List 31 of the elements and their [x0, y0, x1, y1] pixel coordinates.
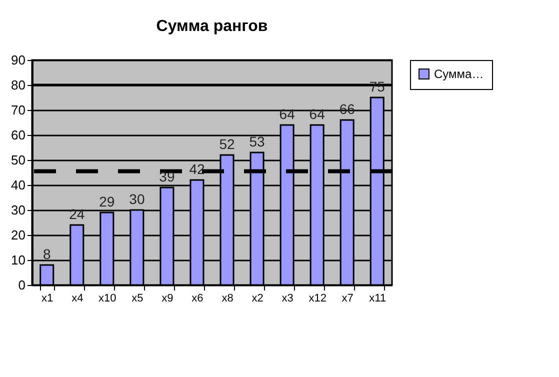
chart-title: Сумма рангов — [156, 18, 268, 35]
x-tick-label: x11 — [369, 292, 386, 304]
x-tick-label: x5 — [132, 292, 144, 304]
y-tick-label: 10 — [11, 252, 26, 268]
x-tick-label: x1 — [42, 292, 54, 304]
data-label: 53 — [249, 134, 266, 150]
x-tick-label: x9 — [162, 292, 174, 304]
data-label: 29 — [99, 194, 115, 210]
x-tick-label: x12 — [308, 292, 326, 304]
x-tick-label: x4 — [72, 292, 84, 304]
data-label: 39 — [159, 168, 175, 184]
x-tick-label: x8 — [222, 292, 234, 304]
data-label: 30 — [129, 191, 145, 207]
x-tick-label: x10 — [98, 292, 116, 304]
y-tick-label: 90 — [11, 52, 26, 68]
x-tick-label: x6 — [192, 292, 204, 304]
y-tick-label: 20 — [11, 228, 26, 242]
y-tick-label: 60 — [11, 128, 26, 142]
y-tick-label: 0 — [18, 278, 26, 292]
data-label: 52 — [219, 136, 236, 152]
data-label: 8 — [42, 246, 51, 262]
x-tick-label: x2 — [252, 292, 264, 304]
legend-label: Сумма… — [434, 67, 484, 81]
y-tick-label: 80 — [11, 78, 26, 92]
x-tick-label: x3 — [282, 292, 294, 304]
y-tick-label: 40 — [11, 178, 26, 192]
y-tick-label: 30 — [11, 202, 26, 218]
x-tick-label: x7 — [342, 292, 354, 304]
y-tick-label: 50 — [11, 152, 26, 168]
data-label: 42 — [189, 161, 205, 177]
y-tick-label: 70 — [11, 102, 26, 118]
